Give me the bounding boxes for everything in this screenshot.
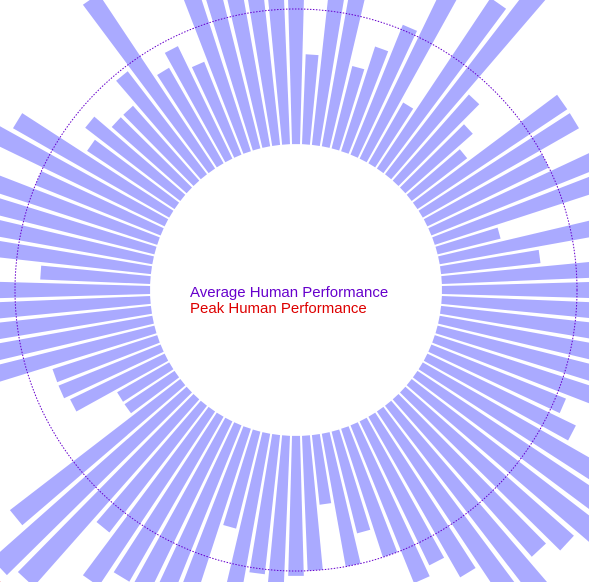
bar-42 (331, 429, 371, 534)
bar-70 (40, 265, 151, 284)
bar-65 (0, 325, 157, 382)
bar-80 (111, 117, 192, 194)
bar-67 (0, 305, 152, 339)
legend-average-human-performance: Average Human Performance (190, 284, 388, 301)
bar-14 (412, 94, 568, 210)
bar-57 (17, 394, 200, 582)
bar-29 (428, 344, 566, 414)
bar-75 (35, 171, 164, 236)
bar-46 (288, 435, 304, 576)
bar-33 (406, 379, 589, 542)
bar-5 (341, 46, 389, 154)
bar-53 (134, 417, 233, 582)
bar-60 (124, 370, 180, 414)
bar-77 (13, 113, 174, 218)
bar-18 (432, 176, 589, 245)
legend-peak-human-performance: Peak Human Performance (190, 300, 367, 317)
bar-9 (376, 0, 507, 174)
bar-21 (440, 249, 541, 275)
bar-87 (183, 0, 251, 154)
bar-13 (406, 149, 468, 201)
average-human-performance-circle (14, 8, 578, 572)
bar-52 (159, 422, 242, 582)
bar-78 (87, 139, 180, 210)
bar-6 (350, 24, 417, 158)
bar-25 (440, 305, 589, 339)
bar-19 (435, 227, 501, 255)
bar-24 (441, 296, 589, 319)
bar-59 (9, 379, 186, 526)
bar-62 (70, 353, 169, 412)
bar-40 (350, 422, 430, 582)
bar-35 (392, 394, 546, 557)
bar-89 (227, 0, 271, 148)
bar-4 (331, 66, 365, 151)
bar-27 (435, 325, 589, 381)
bar-66 (0, 315, 154, 360)
bar-23 (441, 282, 589, 298)
bar-20 (438, 220, 589, 265)
bar-51 (183, 426, 251, 582)
bar-64 (52, 335, 160, 383)
bar-81 (123, 105, 200, 186)
bar-28 (432, 335, 589, 404)
bar-84 (157, 67, 224, 168)
bar-17 (428, 153, 589, 236)
bar-37 (376, 406, 515, 582)
bar-71 (0, 241, 152, 275)
bar-50 (223, 429, 261, 529)
bar-82 (116, 71, 207, 180)
bar-26 (438, 315, 589, 360)
bar-85 (164, 46, 233, 163)
bar-7 (359, 0, 457, 163)
bar-43 (321, 432, 361, 567)
bar-36 (385, 400, 547, 582)
bar-83 (82, 0, 216, 174)
bar-48 (249, 434, 281, 575)
bar-76 (0, 126, 169, 227)
bar-86 (191, 61, 242, 158)
bar-91 (268, 0, 290, 145)
bar-56 (96, 400, 207, 533)
bar-2 (311, 0, 344, 146)
bar-88 (206, 0, 261, 151)
bar-3 (321, 0, 365, 148)
bar-8 (368, 102, 414, 168)
bar-79 (85, 116, 186, 201)
bar-47 (268, 435, 290, 582)
bar-72 (0, 220, 154, 265)
bar-10 (385, 0, 546, 180)
bar-31 (418, 362, 589, 480)
bar-15 (418, 113, 579, 218)
bar-68 (0, 296, 151, 319)
bar-58 (0, 386, 192, 576)
bar-54 (113, 412, 224, 582)
bar-16 (423, 154, 549, 227)
bar-11 (392, 94, 480, 186)
bar-30 (423, 353, 576, 441)
bar-34 (400, 386, 574, 551)
bar-61 (117, 362, 174, 402)
bar-0 (288, 0, 304, 145)
bar-41 (341, 426, 398, 558)
bar-73 (0, 198, 157, 255)
bar-63 (58, 344, 164, 399)
bar-69 (0, 281, 151, 299)
bar-44 (311, 434, 332, 505)
bar-74 (0, 175, 160, 245)
bar-39 (359, 417, 445, 566)
bar-45 (302, 435, 323, 571)
bar-49 (226, 432, 271, 582)
bar-22 (441, 261, 589, 284)
bar-90 (248, 0, 281, 146)
bar-55 (82, 406, 216, 582)
bar-32 (412, 370, 589, 509)
bar-12 (400, 124, 473, 194)
bar-1 (302, 54, 319, 145)
bar-38 (368, 412, 476, 578)
